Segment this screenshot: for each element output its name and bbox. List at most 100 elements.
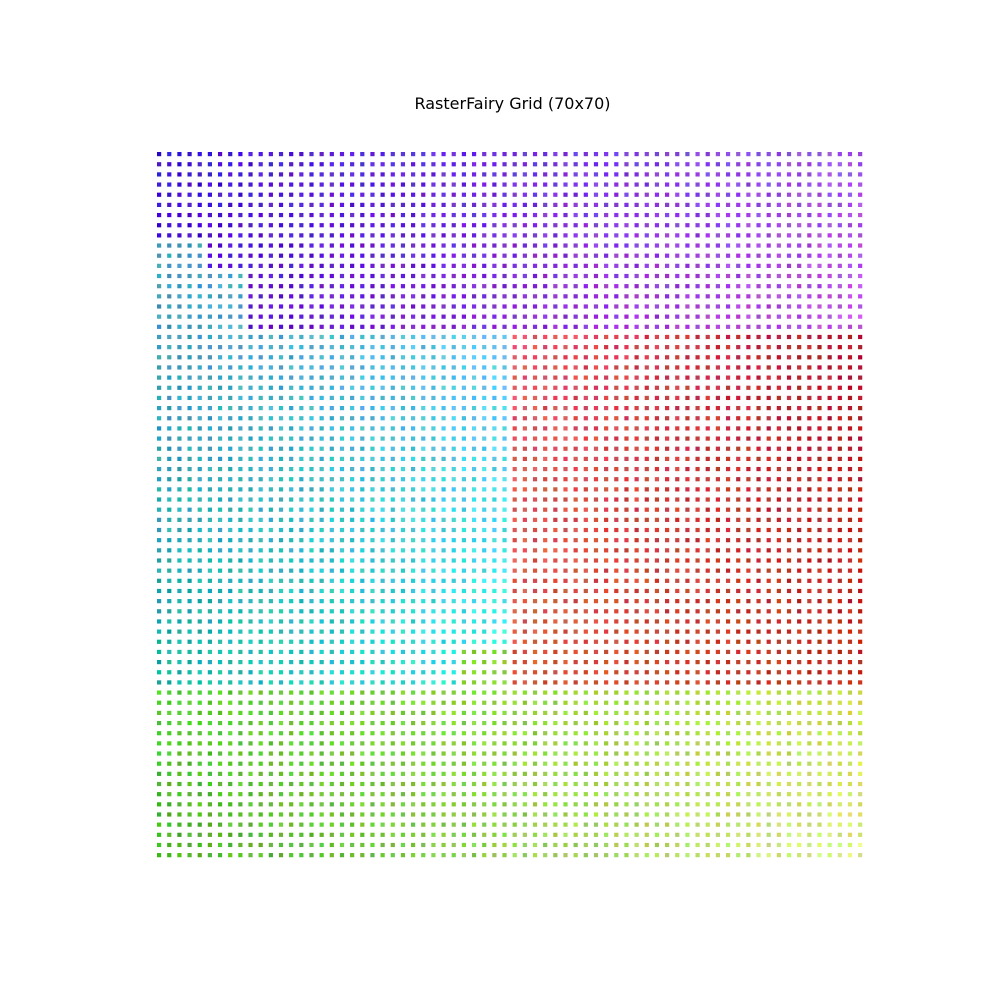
grid-cell bbox=[786, 497, 792, 502]
grid-cell bbox=[512, 202, 517, 207]
grid-cell bbox=[654, 731, 660, 736]
grid-cell bbox=[207, 670, 212, 675]
grid-cell bbox=[736, 426, 741, 431]
grid-cell bbox=[817, 660, 822, 665]
grid-cell bbox=[471, 212, 477, 218]
grid-cell bbox=[451, 294, 456, 299]
grid-cell bbox=[532, 568, 538, 573]
grid-cell bbox=[319, 466, 324, 472]
grid-cell bbox=[604, 416, 609, 421]
grid-cell bbox=[858, 466, 863, 472]
grid-cell bbox=[827, 223, 832, 228]
grid-cell bbox=[858, 416, 863, 421]
grid-cell bbox=[400, 375, 406, 380]
grid-cell bbox=[217, 741, 223, 746]
grid-cell bbox=[725, 172, 731, 177]
grid-cell bbox=[685, 609, 690, 614]
grid-cell bbox=[380, 700, 385, 705]
grid-cell bbox=[167, 558, 172, 563]
grid-cell bbox=[654, 680, 660, 685]
grid-cell bbox=[309, 527, 314, 533]
grid-cell bbox=[380, 273, 385, 279]
grid-cell bbox=[502, 202, 507, 207]
grid-cell bbox=[675, 507, 680, 512]
grid-cell bbox=[573, 853, 578, 858]
grid-cell bbox=[543, 446, 548, 451]
grid-cell bbox=[502, 660, 507, 665]
grid-cell bbox=[634, 558, 639, 563]
grid-cell bbox=[299, 446, 304, 451]
grid-cell bbox=[593, 497, 599, 502]
grid-cell bbox=[593, 314, 599, 319]
grid-cell bbox=[553, 334, 558, 340]
grid-cell bbox=[370, 334, 375, 340]
grid-cell bbox=[644, 558, 649, 563]
grid-cell bbox=[746, 619, 751, 624]
grid-cell bbox=[248, 324, 253, 329]
grid-cell bbox=[400, 365, 406, 370]
grid-cell bbox=[441, 334, 446, 340]
grid-cell bbox=[217, 609, 223, 614]
grid-cell bbox=[258, 233, 263, 238]
grid-cell bbox=[746, 761, 751, 766]
grid-cell bbox=[167, 781, 172, 787]
grid-cell bbox=[573, 223, 578, 228]
grid-cell bbox=[624, 568, 629, 573]
grid-cell bbox=[614, 304, 619, 309]
grid-cell bbox=[228, 609, 233, 614]
grid-cell bbox=[522, 507, 527, 512]
grid-cell bbox=[522, 182, 527, 187]
grid-cell bbox=[238, 466, 243, 472]
grid-cell bbox=[400, 355, 406, 360]
grid-cell bbox=[807, 263, 812, 268]
grid-cell bbox=[370, 527, 375, 533]
grid-cell bbox=[705, 690, 710, 695]
grid-cell bbox=[675, 710, 680, 715]
grid-cell bbox=[695, 162, 700, 167]
grid-cell bbox=[451, 802, 456, 807]
grid-cell bbox=[482, 152, 487, 157]
grid-cell bbox=[197, 436, 202, 441]
grid-cell bbox=[339, 436, 345, 441]
grid-cell bbox=[766, 599, 771, 604]
grid-cell bbox=[766, 324, 771, 329]
grid-cell bbox=[400, 477, 406, 482]
grid-cell bbox=[421, 792, 426, 797]
grid-cell bbox=[461, 609, 466, 614]
grid-cell bbox=[329, 243, 334, 248]
grid-cell bbox=[624, 294, 629, 299]
grid-cell bbox=[268, 670, 273, 675]
grid-cell bbox=[746, 781, 751, 787]
grid-cell bbox=[563, 690, 568, 695]
grid-cell bbox=[736, 284, 741, 289]
grid-cell bbox=[847, 192, 853, 197]
grid-cell bbox=[411, 497, 416, 502]
grid-cell bbox=[482, 284, 487, 289]
grid-cell bbox=[319, 223, 324, 228]
grid-cell bbox=[766, 619, 771, 624]
grid-cell bbox=[817, 436, 822, 441]
grid-cell bbox=[329, 324, 334, 329]
grid-cell bbox=[654, 720, 660, 726]
grid-cell bbox=[329, 487, 334, 492]
grid-cell bbox=[228, 243, 233, 248]
grid-cell bbox=[360, 741, 365, 746]
grid-cell bbox=[837, 720, 842, 726]
grid-cell bbox=[299, 212, 304, 218]
grid-cell bbox=[827, 517, 832, 522]
grid-cell bbox=[360, 832, 365, 837]
grid-cell bbox=[319, 212, 324, 218]
grid-cell bbox=[319, 395, 324, 401]
grid-cell bbox=[797, 355, 802, 360]
grid-cell bbox=[207, 395, 212, 401]
grid-cell bbox=[268, 548, 273, 553]
grid-cell bbox=[451, 639, 456, 644]
grid-cell bbox=[543, 842, 548, 848]
grid-cell bbox=[350, 385, 355, 390]
grid-cell bbox=[858, 527, 863, 533]
grid-cell bbox=[837, 741, 842, 746]
grid-cell bbox=[624, 548, 629, 553]
grid-cell bbox=[258, 700, 263, 705]
grid-cell bbox=[695, 212, 700, 218]
grid-cell bbox=[492, 517, 497, 522]
